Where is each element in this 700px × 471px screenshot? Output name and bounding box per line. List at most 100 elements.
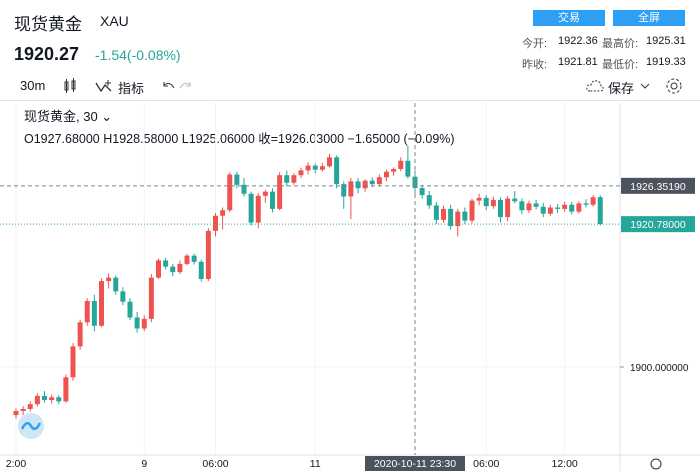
candle-body [562, 204, 568, 209]
candle-body [63, 377, 69, 402]
candle-body [448, 208, 454, 227]
candle-body [476, 197, 482, 201]
candle-body [70, 346, 76, 378]
candle-body [248, 193, 254, 223]
candle-body [526, 203, 532, 211]
candle-body [555, 207, 560, 209]
candle-body [148, 277, 154, 319]
candle-body [341, 184, 347, 197]
candle-body [99, 281, 104, 326]
candle-body [134, 317, 140, 329]
candle-body [305, 165, 311, 171]
candle-body [284, 175, 290, 183]
candle-body [334, 157, 340, 185]
candle-body [355, 181, 361, 189]
candle-body [213, 215, 218, 231]
candle-body [426, 195, 432, 206]
candle-body [483, 197, 489, 207]
legend-ohlc: O1927.68000 H1928.58000 L1925.06000 收=19… [24, 132, 455, 146]
candle-body [455, 211, 461, 227]
indicators-button[interactable]: 指标 [118, 81, 145, 96]
last-price-label: 1920.78000 [630, 219, 686, 231]
x-tick-label: 06:00 [473, 458, 499, 470]
y-tick-label: 1900.000000 [630, 363, 689, 374]
crosshair-x-box [365, 456, 465, 471]
candle-body [234, 174, 240, 185]
dropdown-arrow[interactable] [640, 82, 650, 90]
candle-body [312, 165, 318, 170]
candle-body [291, 175, 297, 183]
stat-label: 最高价: [602, 38, 639, 50]
candle-body [469, 200, 475, 221]
candle-body [547, 207, 553, 214]
candle-body [590, 197, 596, 205]
candlestick-chart: 现货黄金, 30 ⌄ O1927.68000 H1928.58000 L1925… [0, 103, 700, 471]
x-tick-label: 9 [141, 458, 147, 470]
instrument-symbol: XAU [100, 13, 129, 29]
interval-button[interactable]: 30m [20, 78, 46, 93]
candle-body [540, 206, 546, 214]
candle-body [56, 397, 62, 402]
candle-body [398, 160, 404, 169]
candle-body [177, 263, 183, 273]
stat-label: 今开: [522, 38, 548, 50]
chart-type-button[interactable] [62, 78, 78, 94]
stat-value: 1922.36 [558, 35, 598, 47]
candle-body [419, 188, 425, 196]
undo-redo[interactable] [160, 79, 196, 93]
candle-body [255, 195, 261, 223]
settings-button[interactable] [665, 77, 683, 95]
candle-body [277, 175, 283, 209]
candle-body [519, 201, 525, 211]
candle-body [597, 197, 603, 225]
x-tick-label: 11 [310, 458, 321, 470]
candle-body [141, 318, 147, 329]
candle-body [27, 404, 33, 409]
candle-body [34, 395, 40, 405]
candle-body [533, 203, 539, 207]
indicator-icon [95, 80, 112, 93]
stat-label: 昨收: [522, 59, 548, 71]
crosshair-y-box [621, 177, 695, 194]
candle-body [262, 191, 268, 196]
candle-body [376, 177, 382, 185]
candle-body [42, 395, 47, 400]
candle-body [241, 184, 247, 194]
instrument-name: 现货黄金 [14, 15, 82, 34]
divider [0, 100, 700, 101]
crosshair-y-label: 1926.35190 [630, 181, 686, 193]
candle-body [91, 301, 97, 326]
axis-settings[interactable] [650, 458, 662, 470]
trade-button[interactable]: 交易 [533, 10, 605, 26]
candle-body [498, 199, 503, 218]
candle-body [319, 166, 325, 170]
candle-body [348, 181, 354, 197]
save-button[interactable]: 保存 [608, 81, 635, 96]
candle-body [576, 203, 582, 212]
stat-value: 1921.81 [558, 56, 598, 68]
candle-body [170, 266, 176, 273]
candle-body [198, 261, 204, 279]
x-tick-label: 06:00 [202, 458, 228, 470]
candle-body [84, 301, 90, 323]
stat-label: 最低价: [602, 59, 639, 71]
fullscreen-button[interactable]: 全屏 [613, 10, 685, 26]
candle-body [433, 205, 439, 220]
candle-body [391, 169, 397, 172]
last-price: 1920.27 [14, 44, 80, 64]
legend-title: 现货黄金, 30 ⌄ [24, 109, 112, 124]
candle-body [327, 157, 332, 167]
logo [18, 413, 44, 439]
crosshair-x-label: 2020-10-11 23:30 [374, 458, 456, 470]
candle-body [362, 180, 368, 189]
candle-body [20, 408, 26, 411]
candle-body [512, 198, 518, 202]
candle-body [441, 208, 446, 220]
candle-body [227, 174, 233, 211]
x-tick-label: 2:00 [6, 458, 27, 470]
candle-body [13, 411, 19, 416]
last-price-box [621, 216, 695, 233]
price-change: -1.54(-0.08%) [95, 47, 181, 63]
candle-body [120, 291, 126, 302]
